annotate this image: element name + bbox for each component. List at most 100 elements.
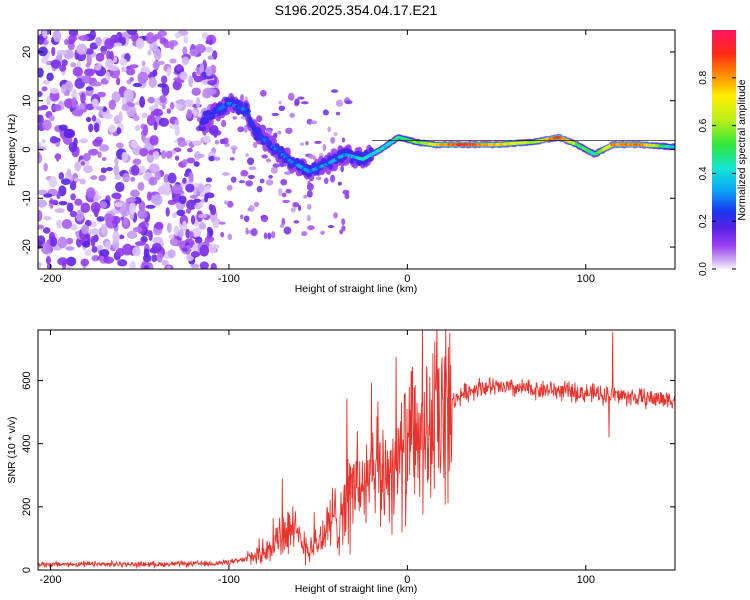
noise-blob [140,236,148,243]
noise-blob [148,76,157,88]
noise-blob [88,148,99,156]
x-tick-label: 100 [577,273,595,285]
noise-blob [168,234,175,239]
noise-blob [69,180,77,191]
noise-blob [95,52,105,62]
x-tick-label: -100 [218,574,240,586]
noise-blob [265,179,274,186]
noise-blob [307,225,315,231]
spectrogram-ridge [199,92,675,182]
noise-blob [70,224,78,231]
noise-blob [79,178,86,185]
noise-blob [245,153,249,157]
noise-blob [205,177,213,183]
noise-blob [322,143,327,152]
noise-blob [41,138,46,144]
noise-blob [171,184,183,195]
noise-blob [46,72,54,82]
noise-blob [153,33,163,40]
noise-blob [130,140,139,149]
noise-blob [252,141,258,148]
noise-blob [208,203,214,212]
noise-blob [117,259,128,267]
noise-blob [283,226,292,235]
noise-blob [320,230,325,235]
noise-blob [298,204,302,212]
noise-blob [126,230,138,239]
noise-blob [93,196,99,202]
noise-blob [267,232,272,240]
noise-blob [277,130,282,135]
noise-blob [152,194,163,206]
noise-blob [68,34,77,43]
noise-blob [333,132,338,137]
noise-blob [240,170,249,177]
noise-blob [86,68,96,74]
noise-blob [305,141,309,146]
noise-blob [333,212,338,219]
noise-blob [166,265,172,269]
noise-blob [253,201,260,208]
noise-blob [130,189,140,198]
noise-blob [50,236,58,247]
noise-blob [48,199,59,204]
colorbar-tick-label: 0.8 [698,70,709,84]
noise-blob [125,67,136,76]
noise-blob [61,218,73,230]
noise-blob [85,62,91,68]
noise-blob [149,135,159,146]
noise-blob [207,79,217,86]
noise-blob [122,172,130,183]
noise-blob [91,115,97,122]
noise-blob [161,104,166,110]
noise-blob [113,42,123,47]
noise-blob [227,200,234,208]
noise-blob [108,99,117,110]
x-tick-label: 0 [404,273,410,285]
noise-blob [222,137,229,145]
noise-blob [79,138,89,144]
noise-blob [263,232,268,240]
noise-blob [95,244,104,251]
noise-blob [182,177,187,184]
noise-blob [174,155,180,161]
noise-blob [341,137,346,143]
noise-blob [176,63,183,72]
noise-blob [38,199,48,208]
noise-blob [220,231,225,238]
noise-blob [103,256,114,264]
noise-blob [248,204,255,212]
noise-blob [292,201,300,208]
noise-blob [90,201,101,214]
noise-blob [282,199,290,204]
noise-blob [166,66,172,77]
noise-blob [95,36,102,47]
noise-blob [195,97,201,109]
noise-blob [186,199,197,211]
noise-blob [68,30,79,37]
noise-blob [139,96,146,108]
noise-blob [281,192,287,198]
noise-blob [129,64,139,69]
noise-blob [142,124,149,136]
noise-blob [157,83,167,88]
ridge-core [247,116,253,120]
noise-blob [240,214,244,220]
noise-blob [46,61,51,66]
noise-blob [130,164,140,176]
noise-blob [259,178,265,184]
noise-blob [154,97,159,110]
noise-blob [38,67,44,78]
noise-blob [103,113,113,120]
noise-blob [50,59,62,69]
noise-blob [194,153,205,159]
noise-blob [75,209,84,222]
noise-blob [58,172,65,180]
noise-blob [204,46,213,53]
noise-blob [172,212,177,219]
noise-blob [135,38,145,50]
noise-blob [212,219,220,229]
noise-blob [169,58,177,64]
noise-blob [68,142,78,153]
noise-blob [38,235,46,246]
